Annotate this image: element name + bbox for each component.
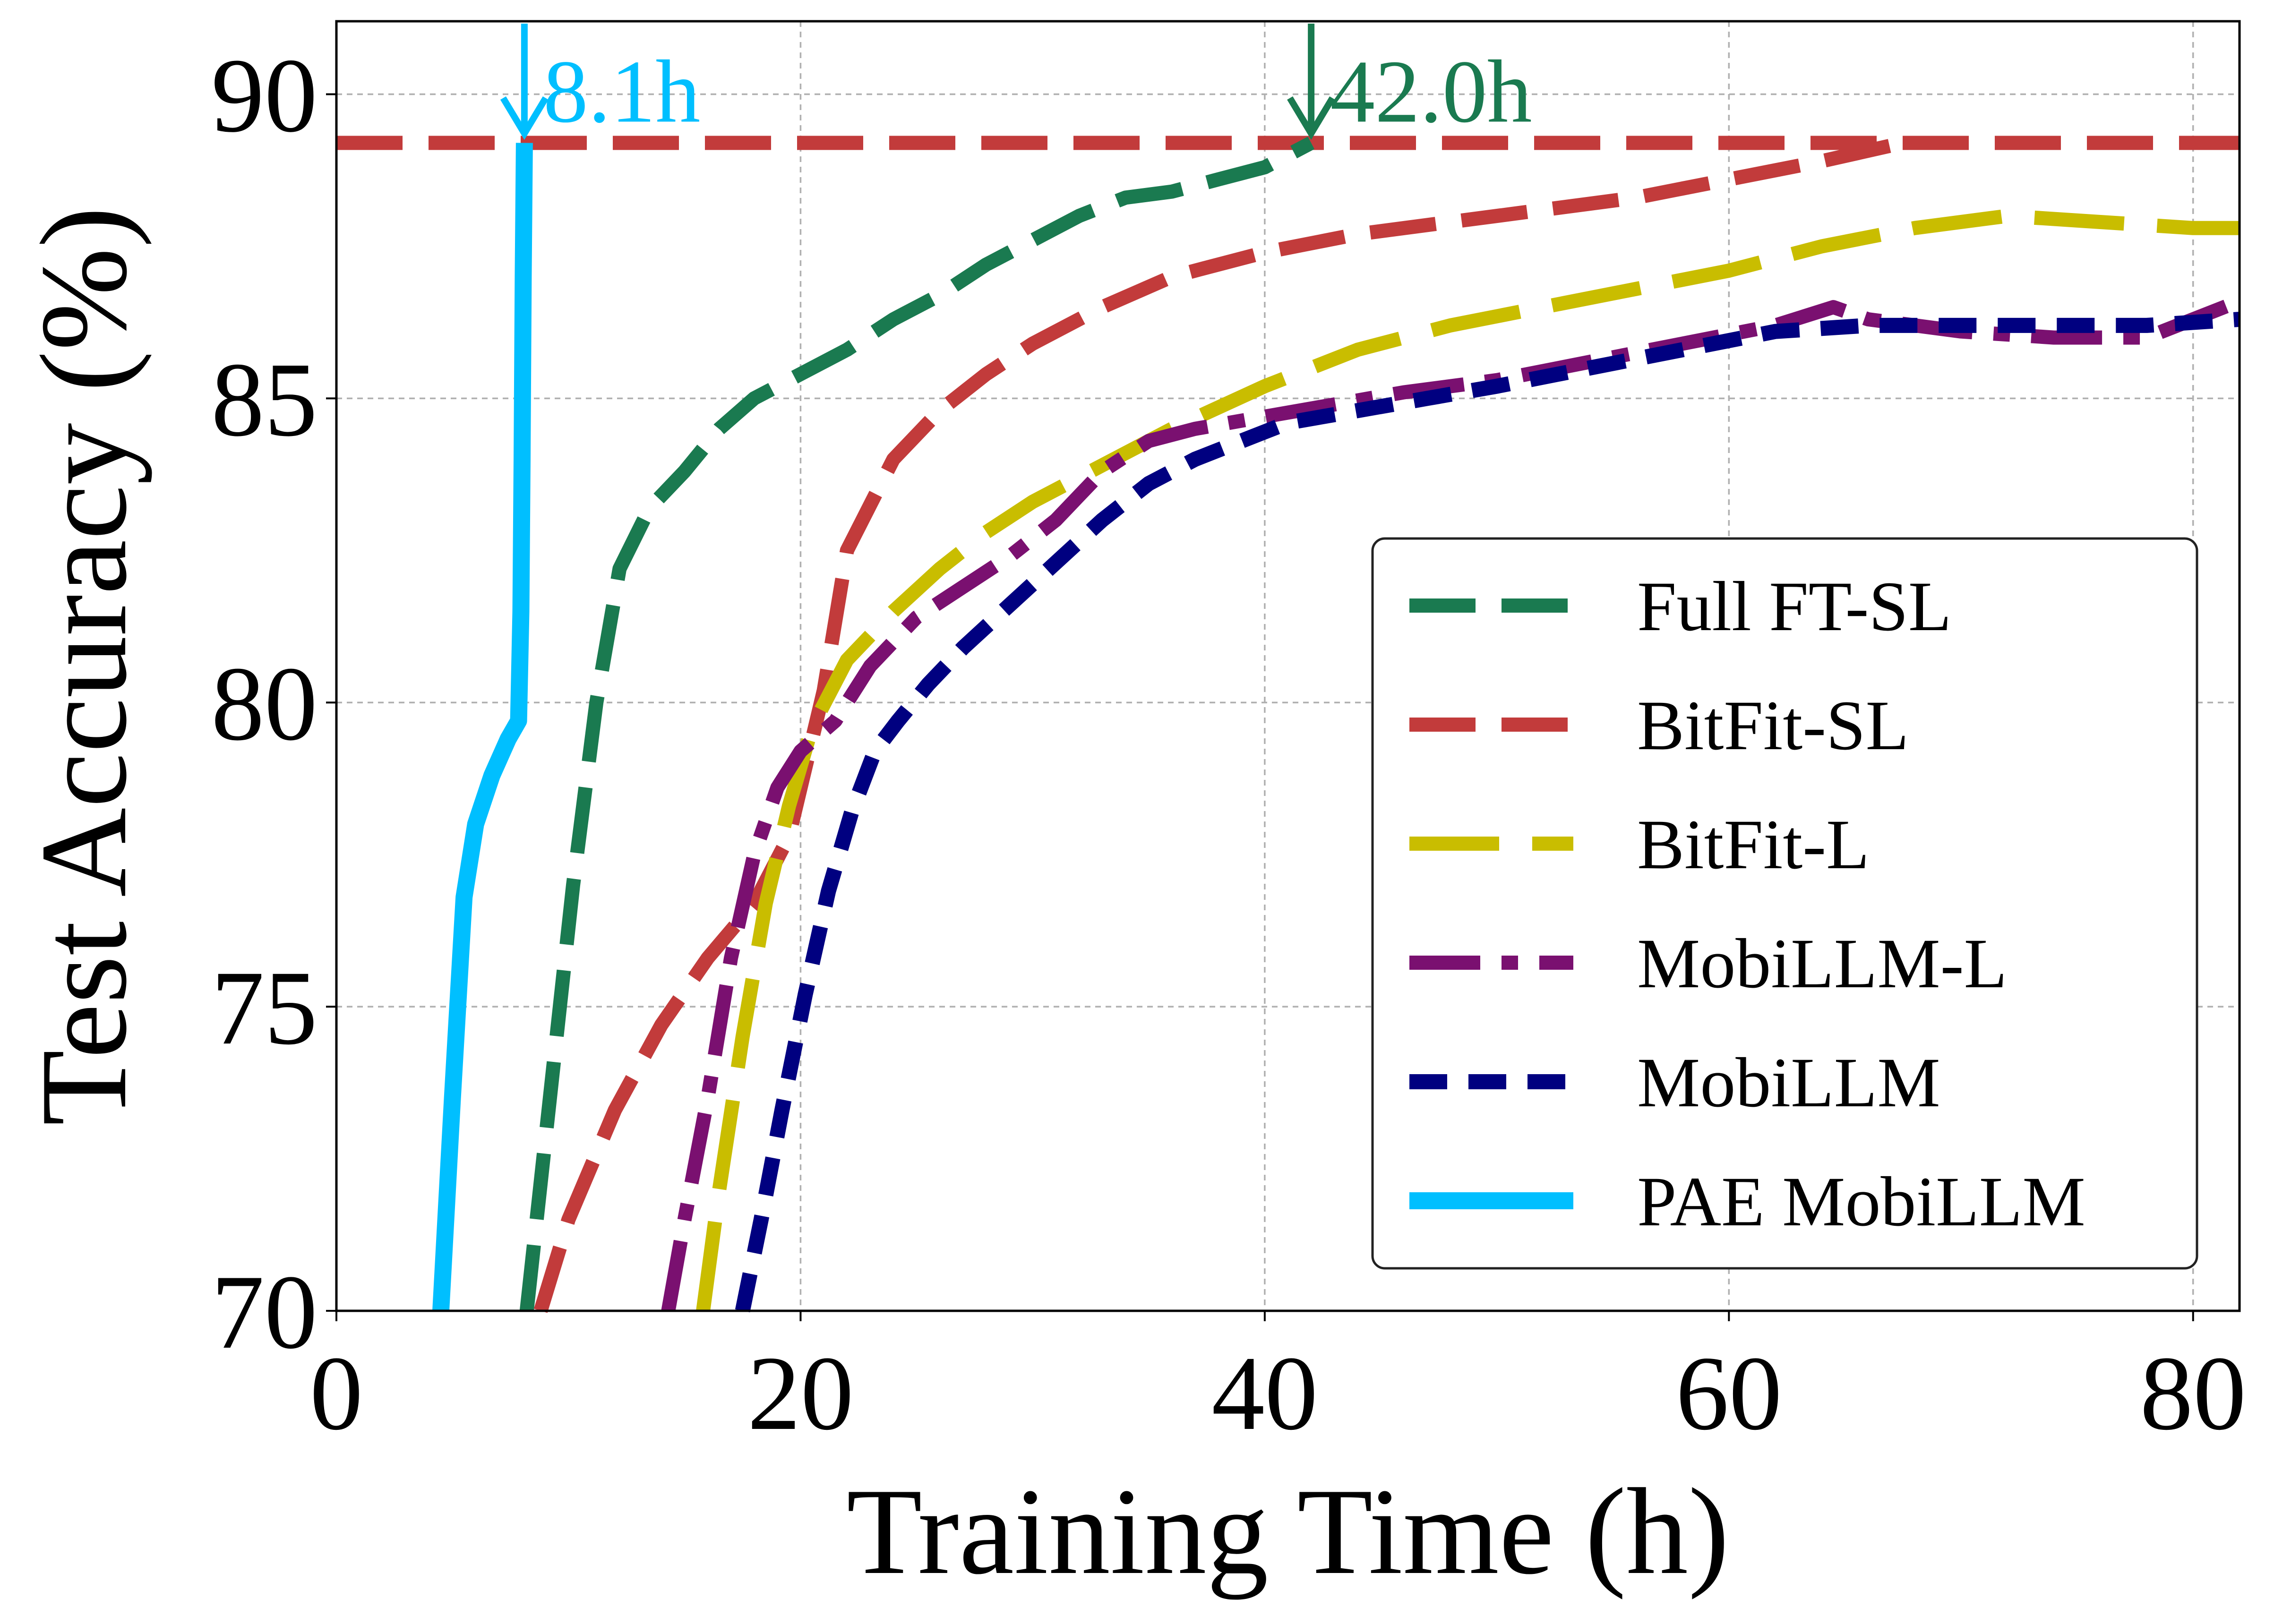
legend-label-bitfit-sl: BitFit-SL [1637,686,1909,765]
y-tick-label: 90 [211,36,318,154]
annotation-label: 8.1h [543,43,701,142]
x-tick-label: 80 [2140,1334,2246,1452]
legend-label-bitfit-l: BitFit-L [1637,805,1870,884]
legend-label-mobillm: MobiLLM [1637,1043,1940,1122]
x-tick-label: 60 [1676,1334,1782,1452]
annotation-group: 8.1h 42.0h [500,24,1532,142]
series-group [432,136,2242,1313]
y-tick-label: 80 [211,644,318,762]
series-line-full-ft-sl [519,137,1315,1312]
series-line-bitfit-sl [533,136,1905,1313]
legend: Full FT-SL BitFit-SL BitFit-L MobiLLM-L Mobi… [1371,537,2198,1270]
legend-label-mobillm-l: MobiLLM-L [1637,924,2007,1003]
legend-label-full-ft-sl: Full FT-SL [1637,567,1952,646]
annotation-label: 42.0h [1330,43,1532,142]
series-line-mobillm-l [661,294,2242,1312]
y-tick-label: 70 [211,1253,318,1371]
legend-label-pae-mobillm: PAE MobiLLM [1637,1162,2085,1241]
plot-frame [335,20,2241,1312]
y-axis-title: Test Accuracy (%) [15,206,152,1126]
y-tick-label: 75 [211,949,318,1067]
x-tick-label: 40 [1211,1334,1318,1452]
legend-box [1371,537,2198,1270]
x-axis-title: Training Time (h) [847,1463,1729,1600]
x-tick-label: 20 [747,1334,854,1452]
series-line-mobillm [735,312,2240,1313]
x-tick-label: 0 [310,1334,363,1452]
annotation-arrow-head [500,96,549,140]
series-line-pae-mobillm [432,143,533,1311]
y-tick-label: 85 [211,340,318,458]
annotation-arrow-head [1287,96,1336,140]
axis-ticks: 0 20 40 60 80 70 75 80 85 90 [211,36,2246,1452]
